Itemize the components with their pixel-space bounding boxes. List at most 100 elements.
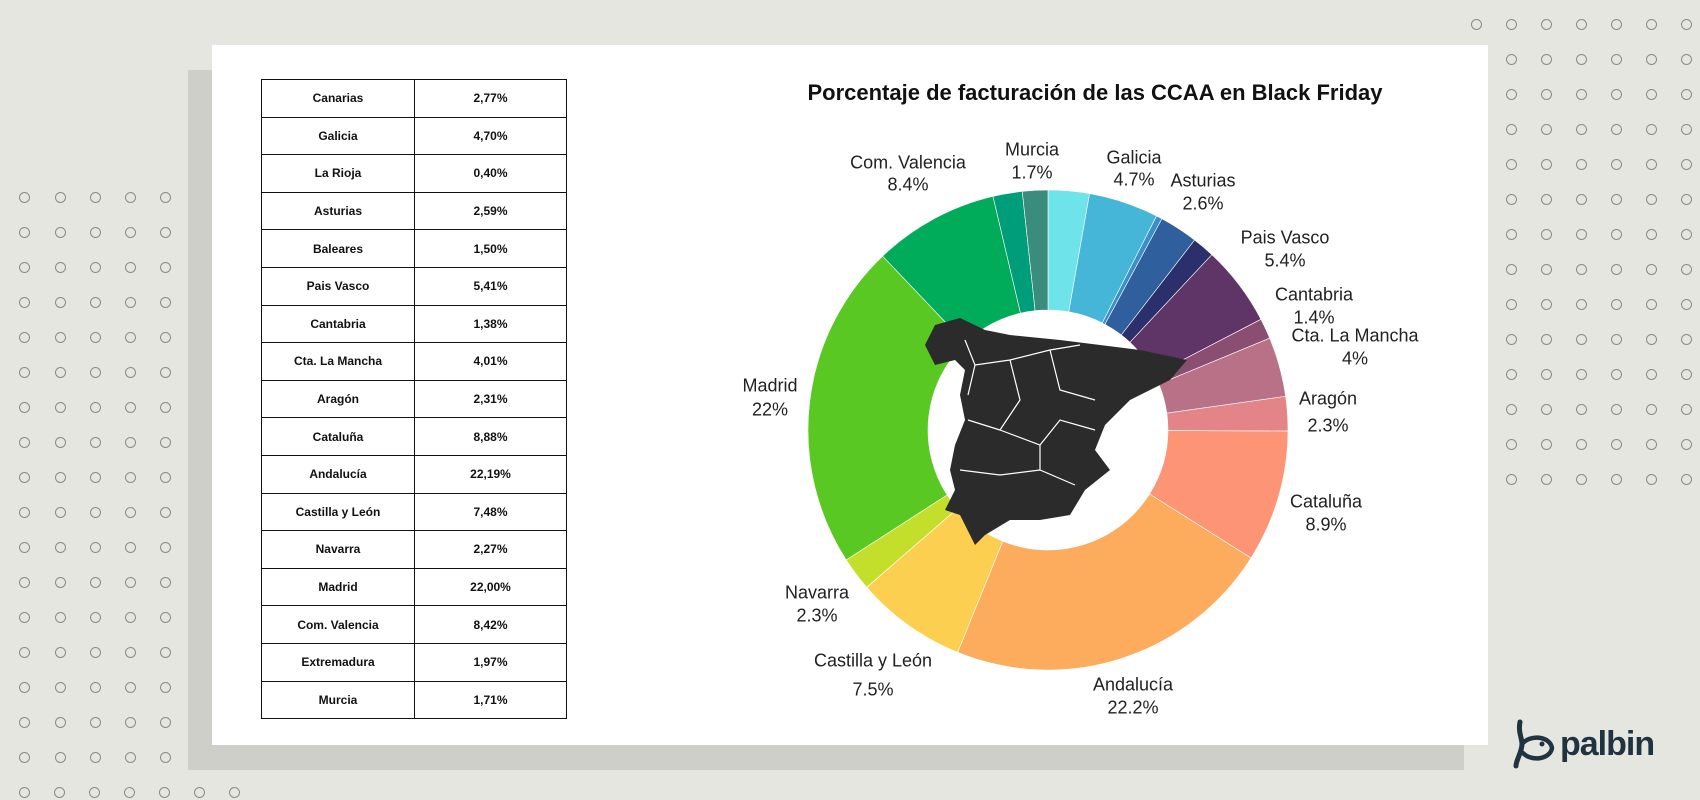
dot	[90, 682, 101, 693]
table-row: Cantabria 1,38%	[261, 304, 567, 344]
dot	[90, 437, 101, 448]
dot	[1576, 194, 1587, 205]
region-cell: Cta. La Mancha	[261, 342, 415, 381]
slice-value-label: 5.4%	[1264, 250, 1306, 271]
table-row: Murcia 1,71%	[261, 680, 567, 720]
dot	[194, 787, 205, 798]
dot	[1681, 159, 1692, 170]
dot	[160, 717, 171, 728]
dot	[90, 647, 101, 658]
dot	[90, 752, 101, 763]
value-cell: 0,40%	[414, 154, 567, 193]
dot	[1646, 229, 1657, 240]
dot	[1541, 264, 1552, 275]
dot	[160, 472, 171, 483]
value-cell: 22,19%	[414, 454, 567, 494]
dot	[19, 752, 30, 763]
dot	[55, 612, 66, 623]
dot	[1611, 124, 1622, 135]
dot	[1646, 54, 1657, 65]
dot	[55, 577, 66, 588]
slice-name-label: Pais Vasco	[1240, 227, 1330, 248]
dot	[19, 612, 30, 623]
slice-name-label: Madrid	[742, 375, 798, 396]
dot	[90, 472, 101, 483]
dot	[1541, 404, 1552, 415]
dot	[125, 507, 136, 518]
dot	[1576, 159, 1587, 170]
dot	[1646, 474, 1657, 485]
dot	[1576, 369, 1587, 380]
dot	[1681, 89, 1692, 100]
dot	[125, 297, 136, 308]
dot	[125, 612, 136, 623]
table-row: Andalucía 22,19%	[261, 454, 567, 494]
dot	[19, 717, 30, 728]
dot	[160, 542, 171, 553]
region-cell: Com. Valencia	[261, 605, 415, 644]
dot	[55, 682, 66, 693]
dot	[19, 437, 30, 448]
dot	[1681, 194, 1692, 205]
dot	[55, 717, 66, 728]
dot	[125, 717, 136, 728]
dot	[1576, 54, 1587, 65]
value-cell: 5,41%	[414, 266, 567, 306]
table-row: Pais Vasco 5,41%	[261, 266, 567, 306]
dot	[1541, 124, 1552, 135]
dot	[55, 262, 66, 273]
dot	[55, 752, 66, 763]
dot	[1611, 299, 1622, 310]
dot	[1611, 334, 1622, 345]
dot	[1541, 474, 1552, 485]
region-cell: La Rioja	[261, 154, 415, 193]
slice-value-label: 1.4%	[1293, 307, 1335, 328]
dot	[19, 262, 30, 273]
dot	[160, 647, 171, 658]
palbin-logo: palbin	[1512, 718, 1655, 770]
region-cell: Pais Vasco	[261, 266, 415, 306]
dot	[1541, 194, 1552, 205]
dot	[1506, 299, 1517, 310]
dot	[1506, 229, 1517, 240]
dot	[1611, 404, 1622, 415]
dot	[55, 367, 66, 378]
slice-murcia	[1021, 189, 1049, 312]
table-row: Cataluña 8,88%	[261, 417, 567, 456]
dot	[90, 577, 101, 588]
dot	[90, 507, 101, 518]
dot	[90, 332, 101, 343]
dot	[1506, 159, 1517, 170]
region-cell: Andalucía	[261, 454, 415, 494]
dot	[1646, 299, 1657, 310]
dot	[19, 577, 30, 588]
dot	[1506, 194, 1517, 205]
region-borders	[959, 339, 1096, 486]
value-cell: 1,50%	[414, 229, 567, 268]
percentage-table: Canarias 2,77% Galicia 4,70% La Rioja 0,40% As…	[261, 79, 567, 720]
dot	[1646, 19, 1657, 30]
slice-value-label: 22.2%	[1107, 697, 1159, 718]
dot	[160, 192, 171, 203]
dot	[125, 682, 136, 693]
slice-value-label: 1.7%	[1011, 162, 1053, 183]
dot	[125, 402, 136, 413]
dot	[55, 542, 66, 553]
dot	[1681, 229, 1692, 240]
table-row: Asturias 2,59%	[261, 191, 567, 231]
dot	[1646, 89, 1657, 100]
dot	[55, 402, 66, 413]
dot	[1681, 54, 1692, 65]
dot	[1646, 124, 1657, 135]
slice-name-label: Cta. La Mancha	[1291, 325, 1419, 346]
dot	[1681, 124, 1692, 135]
dot	[19, 682, 30, 693]
slice-name-label: Murcia	[1004, 139, 1060, 160]
dot	[55, 647, 66, 658]
slice-name-label: Asturias	[1170, 170, 1236, 191]
dot	[1681, 334, 1692, 345]
dot	[19, 192, 30, 203]
dot	[1506, 264, 1517, 275]
dot	[1681, 439, 1692, 450]
slice-name-label: Com. Valencia	[850, 152, 966, 173]
